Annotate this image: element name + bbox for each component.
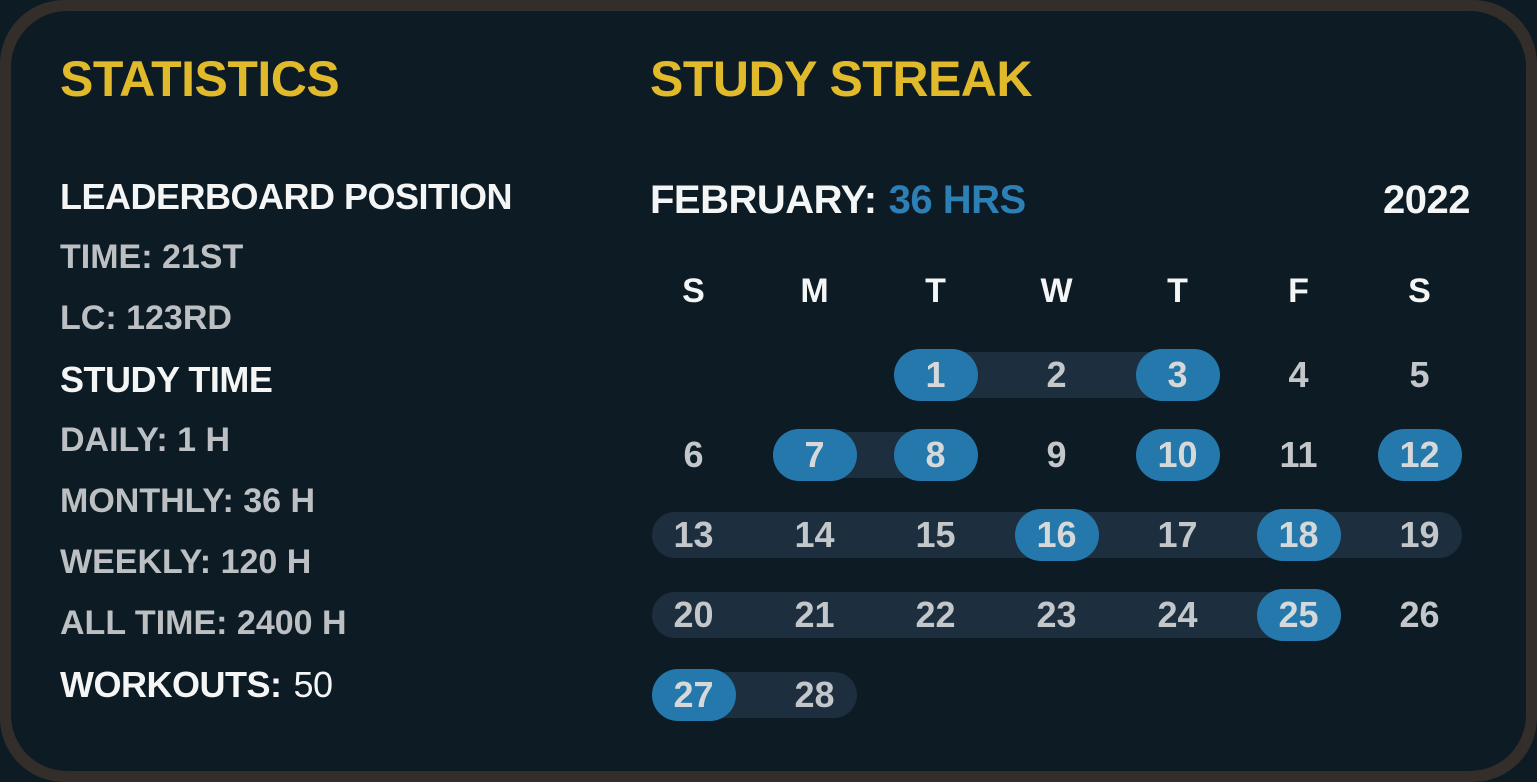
day-of-week-header: M (800, 272, 829, 310)
calendar-day-empty (1015, 669, 1099, 721)
calendar-week-row: 20 21 22 23 24 25 26 (633, 575, 1480, 655)
calendar-day: 26 (1399, 594, 1440, 635)
stat-heading: WORKOUTS: 50 (60, 654, 512, 715)
day-of-week-header: F (1288, 272, 1309, 310)
day-of-week-header: S (1408, 272, 1431, 310)
calendar-day-studied: 16 (1014, 509, 1099, 561)
calendar-day-empty (773, 349, 857, 401)
calendar-day: 20 (673, 594, 714, 635)
month-summary-row: FEBRUARY: 36 HRS 2022 (650, 178, 1470, 223)
streak-connector-bar (651, 592, 1341, 638)
calendar-week-row: 13 14 15 16 17 18 19 (633, 495, 1480, 575)
statistics-title: STATISTICS (60, 51, 340, 107)
month-hours: 36 HRS (888, 178, 1027, 222)
calendar-day-studied: 3 (1135, 349, 1220, 401)
stat-value: 50 (293, 663, 333, 705)
stat-heading: STUDY TIME (60, 358, 273, 400)
calendar-day-empty (1136, 669, 1220, 721)
calendar-day: 6 (683, 434, 704, 475)
study-streak-title: STUDY STREAK (650, 51, 1033, 107)
stat-heading-label: WORKOUTS: (60, 663, 282, 705)
month-summary: FEBRUARY: 36 HRS (650, 178, 1026, 223)
calendar-day: 19 (1399, 514, 1440, 555)
calendar-day-studied: 18 (1256, 509, 1341, 561)
calendar-day: 17 (1157, 514, 1198, 555)
calendar-week-row: 27 28 (633, 655, 1480, 735)
calendar-day: 5 (1409, 354, 1430, 395)
calendar-day-empty (1257, 669, 1341, 721)
calendar-week-row: 1 2 3 4 5 (633, 335, 1480, 415)
day-of-week-header: W (1040, 272, 1073, 310)
calendar-day-studied: 8 (893, 429, 978, 481)
calendar-day-studied: 12 (1377, 429, 1462, 481)
stat-line: TIME: 21ST (60, 238, 244, 276)
calendar-day-studied: 27 (651, 669, 736, 721)
calendar-day: 2 (1046, 354, 1067, 395)
stats-card (11, 11, 1526, 771)
statistics-list: LEADERBOARD POSITION TIME: 21ST LC: 123RD S… (60, 166, 513, 715)
calendar-day: 22 (915, 594, 956, 635)
stat-line: DAILY: 1 H (60, 421, 231, 459)
stat-line: LC: 123RD (60, 299, 232, 337)
calendar-day-studied: 25 (1256, 589, 1341, 641)
calendar-day-studied: 7 (772, 429, 857, 481)
stat-line: WEEKLY: 120 H (60, 543, 312, 581)
calendar-day-studied: 10 (1135, 429, 1220, 481)
stat-line: ALL TIME: 2400 H (60, 604, 347, 642)
year-label: 2022 (1383, 178, 1470, 222)
calendar-day: 13 (673, 514, 714, 555)
month-label: FEBRUARY: (650, 178, 877, 222)
calendar-day-studied: 1 (893, 349, 978, 401)
calendar-day: 11 (1279, 434, 1318, 475)
calendar-week-row: 6 7 8 9 10 11 12 (633, 415, 1480, 495)
calendar-day: 14 (794, 514, 835, 555)
stat-line: MONTHLY: 36 H (60, 482, 316, 520)
calendar-day: 9 (1046, 434, 1067, 475)
day-of-week-header: T (1167, 272, 1188, 310)
calendar-day: 4 (1288, 354, 1309, 395)
calendar-weeks: 1 2 3 4 5 6 7 8 9 10 11 12 13 14 15 16 17 18 19 20 21 22 23 24 2… (633, 335, 1480, 735)
calendar-day: 21 (794, 594, 835, 635)
calendar-day: 28 (794, 674, 835, 715)
calendar-day-empty (1378, 669, 1462, 721)
calendar-day: 23 (1036, 594, 1077, 635)
calendar-day: 24 (1157, 594, 1198, 635)
calendar-day-empty (652, 349, 736, 401)
calendar-day: 15 (915, 514, 956, 555)
day-of-week-header: S (682, 272, 705, 310)
day-of-week-header: T (925, 272, 946, 310)
stat-heading: LEADERBOARD POSITION (60, 175, 513, 217)
calendar-day-empty (894, 669, 978, 721)
